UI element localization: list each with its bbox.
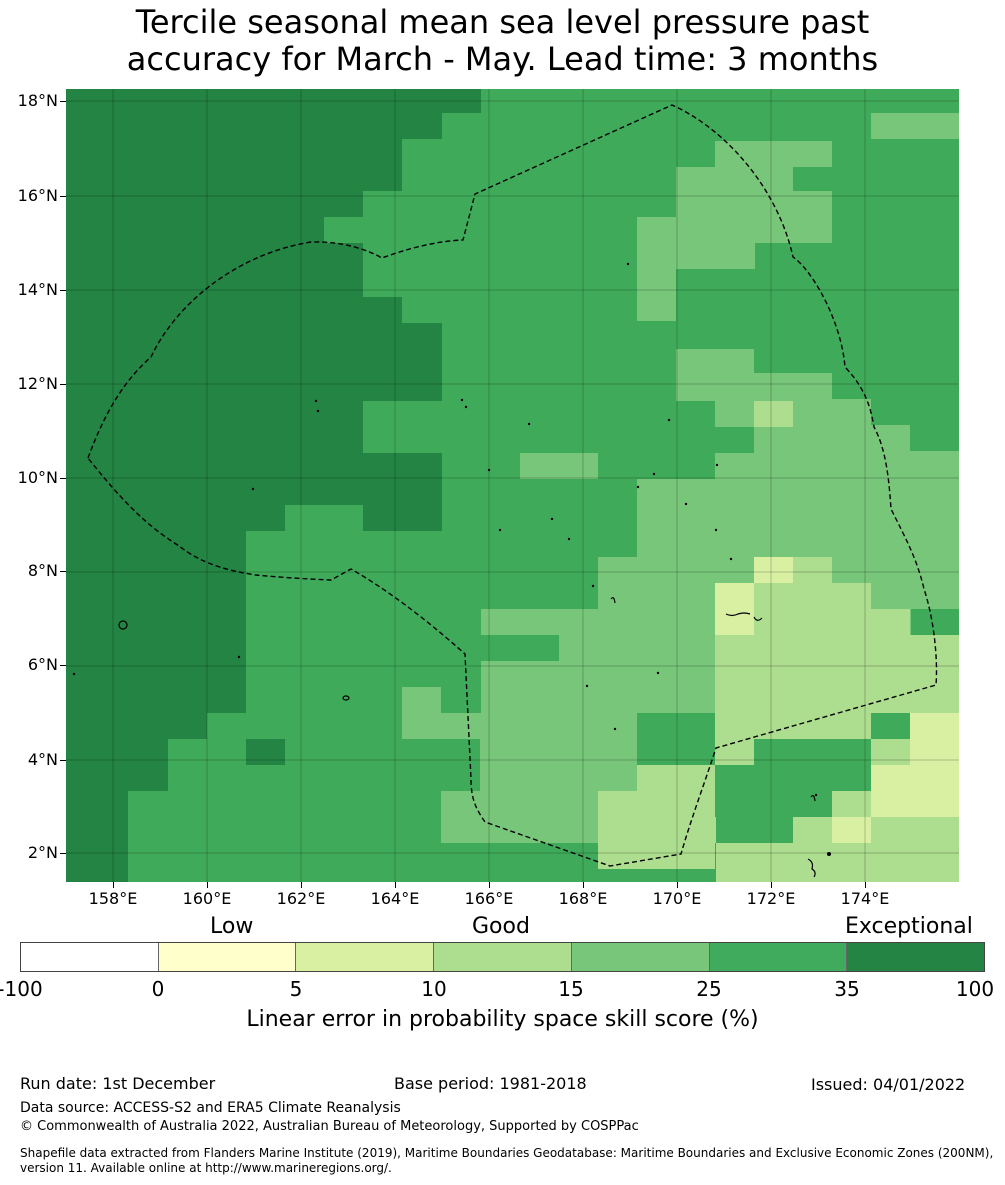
lon-tick-mark [771, 882, 772, 888]
lon-label-164e: 164°E [370, 889, 420, 908]
lon-tick-mark [489, 882, 490, 888]
colorbar-label: 10 [421, 977, 447, 1001]
category-exceptional: Exceptional [845, 914, 973, 939]
lon-label-158e: 158°E [88, 889, 138, 908]
lat-tick-mark [60, 196, 66, 197]
map-title-line-1: Tercile seasonal mean sea level pressure… [135, 3, 870, 41]
base-period: Base period: 1981-2018 [394, 1074, 587, 1093]
lon-label-174e: 174°E [840, 889, 890, 908]
lon-tick-mark [113, 882, 114, 888]
issued-date: Issued: 04/01/2022 [811, 1075, 966, 1094]
colorbar-label: 5 [289, 977, 303, 1001]
lat-tick-mark [60, 290, 66, 291]
colorbar-label: 15 [558, 977, 584, 1001]
lon-tick-mark [677, 882, 678, 888]
colorbar-label: 0 [151, 977, 165, 1001]
colorbar-segment-3 [434, 943, 572, 971]
lat-tick-mark [60, 853, 66, 854]
map-title-line-2: accuracy for March - May. Lead time: 3 m… [126, 40, 879, 78]
lat-label-18n: 18°N [17, 91, 58, 110]
lat-label-14n: 14°N [17, 280, 58, 299]
lat-tick-mark [60, 101, 66, 102]
lat-label-16n: 16°N [17, 186, 58, 205]
lat-tick-mark [60, 571, 66, 572]
lon-label-172e: 172°E [746, 889, 796, 908]
colorbar-label: -100 [0, 977, 43, 1001]
eez-boundaries [87, 104, 938, 867]
lat-label-2n: 2°N [27, 843, 58, 862]
lat-tick-mark [60, 384, 66, 385]
lon-label-166e: 166°E [464, 889, 514, 908]
lon-label-168e: 168°E [558, 889, 608, 908]
lat-tick-mark [60, 760, 66, 761]
data-source: Data source: ACCESS-S2 and ERA5 Climate … [20, 1100, 401, 1116]
skill-score-map [66, 89, 959, 882]
run-date: Run date: 1st December [20, 1074, 216, 1093]
copyright: © Commonwealth of Australia 2022, Austra… [20, 1119, 639, 1134]
category-low: Low [210, 914, 254, 939]
lat-label-12n: 12°N [17, 374, 58, 393]
colorbar-title: Linear error in probability space skill … [246, 1007, 759, 1032]
colorbar [20, 942, 985, 972]
colorbar-segment-5 [709, 943, 848, 971]
colorbar-segment-2 [296, 943, 435, 971]
lat-label-4n: 4°N [27, 750, 58, 769]
lon-label-160e: 160°E [182, 889, 232, 908]
island-outlines [118, 597, 816, 878]
category-good: Good [472, 914, 530, 939]
lat-tick-mark [60, 665, 66, 666]
colorbar-segment-0 [21, 943, 159, 971]
lon-tick-mark [865, 882, 866, 888]
lat-label-10n: 10°N [17, 468, 58, 487]
lon-tick-mark [395, 882, 396, 888]
lat-label-8n: 8°N [27, 561, 58, 580]
shapefile-credit-2: version 11. Available online at http://w… [20, 1161, 392, 1175]
shapefile-credit-1: Shapefile data extracted from Flanders M… [20, 1146, 994, 1160]
colorbar-segment-1 [158, 943, 297, 971]
region-exceptional [66, 89, 481, 869]
colorbar-label: 35 [834, 977, 860, 1001]
colorbar-segment-4 [571, 943, 710, 971]
lon-label-162e: 162°E [276, 889, 326, 908]
lon-tick-mark [207, 882, 208, 888]
lon-tick-mark [583, 882, 584, 888]
lat-label-6n: 6°N [27, 655, 58, 674]
lat-tick-mark [60, 478, 66, 479]
lon-tick-mark [301, 882, 302, 888]
colorbar-segment-6 [847, 943, 985, 971]
lon-label-170e: 170°E [652, 889, 702, 908]
colorbar-label: 25 [696, 977, 722, 1001]
colorbar-label: 100 [955, 977, 995, 1001]
